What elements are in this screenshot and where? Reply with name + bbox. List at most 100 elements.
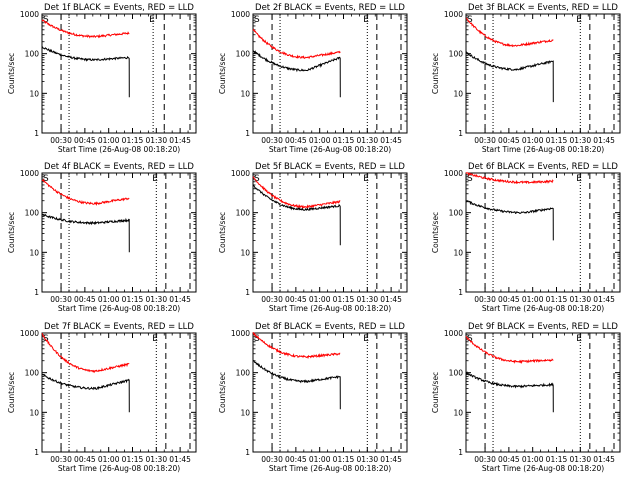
chart-6-ytick-label: 1: [458, 288, 463, 297]
chart-7-xtick-label: 01:00: [98, 455, 120, 464]
chart-9-xtick-label: 00:45: [498, 455, 520, 464]
chart-8-ytick-label: 10: [240, 408, 250, 417]
chart-6-ylabel: Counts/sec: [431, 212, 440, 253]
chart-9: Det 9f BLACK = Events, RED = LLD 1 10 100 10…: [431, 322, 621, 473]
chart-7-xtick-label: 01:30: [145, 455, 167, 464]
chart-1-xtick-label: 01:30: [145, 136, 167, 145]
chart-7-xlabel: Start Time (26-Aug-08 00:18:20): [58, 464, 180, 473]
chart-5-title: Det 5f BLACK = Events, RED = LLD: [255, 162, 405, 172]
chart-9-ytick-label: 100: [449, 369, 464, 378]
chart-9-ytick-label: 1000: [444, 329, 463, 338]
chart-1: Det 1f BLACK = Events, RED = LLD 1 10 100 10…: [7, 3, 197, 154]
chart-2-start-marker-label: S: [254, 15, 260, 25]
chart-6: Det 6f BLACK = Events, RED = LLD 1 10 100 10…: [431, 162, 621, 313]
chart-2-xlabel: Start Time (26-Aug-08 00:18:20): [269, 145, 391, 154]
chart-4-title: Det 4f BLACK = Events, RED = LLD: [44, 162, 194, 172]
chart-5-xtick-label: 01:45: [380, 295, 402, 304]
chart-4-series-black-events: [41, 213, 130, 253]
chart-2-xtick-label: 01:00: [309, 136, 331, 145]
chart-4-ylabel: Counts/sec: [7, 212, 16, 253]
chart-3-ytick-label: 100: [449, 50, 464, 59]
chart-3-plot-frame: [465, 13, 621, 134]
chart-3-xtick-label: 01:15: [546, 136, 568, 145]
chart-2-ytick-label: 100: [236, 50, 251, 59]
chart-4-xtick-label: 01:30: [145, 295, 167, 304]
chart-4-plot-frame: [41, 172, 197, 293]
chart-2-plot-frame: [252, 13, 408, 134]
chart-6-xtick-label: 01:45: [593, 295, 615, 304]
chart-7-ylabel: Counts/sec: [7, 372, 16, 413]
chart-4-xtick-label: 00:45: [74, 295, 96, 304]
chart-1-ytick-label: 1: [34, 129, 39, 138]
chart-2-xtick-label: 00:45: [285, 136, 307, 145]
chart-7-ytick-label: 1000: [20, 329, 39, 338]
chart-7-end-marker-label: E: [152, 334, 158, 344]
chart-6-series-red-lld: [465, 172, 554, 185]
chart-2-ytick-label: 1: [245, 129, 250, 138]
chart-3-series-red-lld: [466, 17, 554, 48]
chart-9-xtick-label: 01:45: [593, 455, 615, 464]
chart-1-plot-frame: [41, 13, 197, 134]
chart-1-series-black-events: [41, 46, 130, 98]
chart-8-xlabel: Start Time (26-Aug-08 00:18:20): [269, 464, 391, 473]
chart-4-xtick-label: 00:30: [50, 295, 72, 304]
chart-6-ytick-label: 100: [449, 209, 464, 218]
chart-6-xtick-label: 00:30: [474, 295, 496, 304]
chart-1-series-red-lld: [41, 19, 130, 39]
chart-3-xlabel: Start Time (26-Aug-08 00:18:20): [482, 145, 604, 154]
chart-6-xtick-label: 01:30: [569, 295, 591, 304]
chart-8-ytick-label: 100: [236, 369, 251, 378]
chart-2-xtick-label: 00:30: [261, 136, 283, 145]
chart-4-xtick-label: 01:00: [98, 295, 120, 304]
chart-8-xtick-label: 00:45: [285, 455, 307, 464]
chart-3-xtick-label: 01:00: [522, 136, 544, 145]
chart-9-ylabel: Counts/sec: [431, 372, 440, 413]
chart-6-xtick-label: 00:45: [498, 295, 520, 304]
chart-1-xtick-label: 01:45: [169, 136, 191, 145]
chart-4-series-red-lld: [41, 178, 130, 207]
chart-3-start-marker-label: S: [467, 15, 473, 25]
chart-9-xtick-label: 00:30: [474, 455, 496, 464]
chart-1-xtick-label: 01:15: [122, 136, 144, 145]
chart-7-ytick-label: 100: [25, 369, 40, 378]
chart-1-xlabel: Start Time (26-Aug-08 00:18:20): [58, 145, 180, 154]
chart-7-series-black-events: [41, 373, 130, 413]
chart-9-xtick-label: 01:30: [569, 455, 591, 464]
chart-7: Det 7f BLACK = Events, RED = LLD 1 10 100 10…: [7, 322, 197, 473]
chart-5-start-marker-label: S: [254, 174, 260, 184]
chart-6-xtick-label: 01:15: [546, 295, 568, 304]
chart-6-title: Det 6f BLACK = Events, RED = LLD: [468, 162, 618, 172]
chart-7-ytick-label: 10: [29, 408, 39, 417]
chart-6-end-marker-label: E: [576, 174, 582, 184]
chart-9-end-marker-label: E: [576, 334, 582, 344]
chart-4-xlabel: Start Time (26-Aug-08 00:18:20): [58, 304, 180, 313]
chart-5-plot-frame: [252, 172, 408, 293]
chart-1-xtick-label: 00:45: [74, 136, 96, 145]
chart-1-ytick-label: 1000: [20, 10, 39, 19]
chart-2: Det 2f BLACK = Events, RED = LLD 1 10 100 10…: [218, 3, 408, 154]
chart-2-ylabel: Counts/sec: [218, 53, 227, 94]
chart-1-title: Det 1f BLACK = Events, RED = LLD: [44, 3, 194, 13]
chart-6-start-marker-label: S: [467, 174, 473, 184]
chart-5-xtick-label: 00:30: [261, 295, 283, 304]
chart-7-title: Det 7f BLACK = Events, RED = LLD: [44, 322, 194, 332]
chart-3-xtick-label: 00:30: [474, 136, 496, 145]
chart-8-end-marker-label: E: [363, 334, 369, 344]
chart-4-end-marker-label: E: [152, 174, 158, 184]
chart-9-ytick-label: 10: [453, 408, 463, 417]
chart-4-xtick-label: 01:15: [122, 295, 144, 304]
chart-3-end-marker-label: E: [576, 15, 582, 25]
chart-7-xtick-label: 01:15: [122, 455, 144, 464]
chart-3-ylabel: Counts/sec: [431, 53, 440, 94]
chart-3-xtick-label: 00:45: [498, 136, 520, 145]
chart-8: Det 8f BLACK = Events, RED = LLD 1 10 100 10…: [218, 322, 408, 473]
chart-2-xtick-label: 01:30: [356, 136, 378, 145]
chart-2-series-red-lld: [252, 28, 341, 60]
chart-5-xtick-label: 00:45: [285, 295, 307, 304]
chart-5-end-marker-label: E: [363, 174, 369, 184]
chart-2-ytick-label: 10: [240, 89, 250, 98]
chart-3-title: Det 3f BLACK = Events, RED = LLD: [468, 3, 618, 13]
chart-8-series-black-events: [252, 359, 341, 410]
chart-9-series-red-lld: [465, 335, 554, 364]
